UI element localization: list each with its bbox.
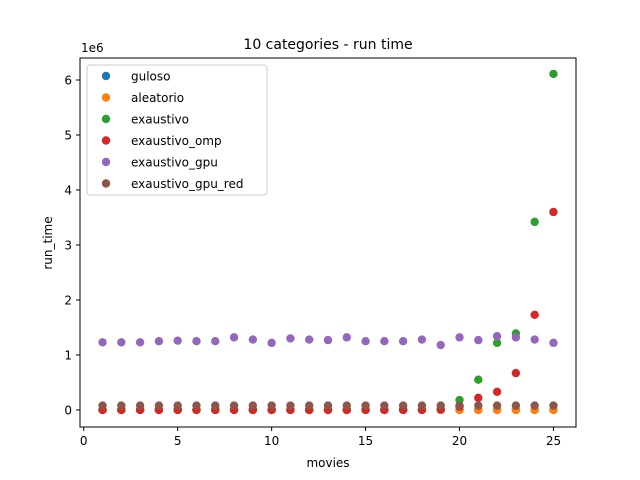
point-exaustivo_gpu-12: [305, 335, 314, 344]
y-offset-label: 1e6: [81, 41, 104, 55]
point-exaustivo_omp-21: [474, 393, 483, 403]
y-axis-label: run_time: [41, 216, 55, 269]
y-tick-label: 4: [64, 183, 72, 197]
y-tick-label: 1: [64, 348, 72, 362]
y-tick-label: 3: [64, 238, 72, 252]
y-tick-label: 5: [64, 128, 72, 142]
point-exaustivo_omp-23: [511, 368, 521, 378]
point-exaustivo_gpu-21: [474, 335, 483, 345]
legend-label-exaustivo_gpu_red: exaustivo_gpu_red: [131, 177, 243, 191]
point-exaustivo_gpu_red-21: [474, 401, 483, 410]
point-exaustivo_gpu-15: [361, 337, 370, 346]
point-exaustivo-24: [530, 217, 539, 227]
point-exaustivo-25: [549, 69, 558, 79]
point-exaustivo_omp-25: [549, 207, 558, 217]
legend-label-guloso: guloso: [131, 70, 171, 84]
point-exaustivo_gpu_red-25: [549, 401, 558, 410]
point-exaustivo_gpu-24: [530, 335, 539, 344]
point-exaustivo-22: [492, 338, 502, 348]
point-exaustivo_gpu_red-1: [98, 401, 107, 410]
point-exaustivo_gpu_red-5: [173, 401, 182, 410]
y-tick-label: 0: [64, 403, 72, 417]
point-exaustivo_gpu_red-7: [211, 401, 220, 410]
point-exaustivo_gpu_red-22: [492, 401, 502, 410]
point-exaustivo_gpu-4: [154, 337, 164, 346]
point-exaustivo_gpu-25: [549, 338, 558, 348]
point-exaustivo_gpu_red-13: [323, 401, 333, 410]
x-tick-label: 0: [80, 434, 88, 448]
point-exaustivo_gpu-14: [342, 333, 351, 342]
legend-marker-exaustivo_gpu_red: [101, 179, 111, 188]
x-tick-label: 20: [452, 434, 467, 448]
point-exaustivo_gpu_red-4: [154, 401, 164, 410]
legend-label-exaustivo_gpu: exaustivo_gpu: [131, 156, 218, 170]
point-exaustivo_gpu-23: [511, 333, 521, 342]
point-exaustivo_gpu_red-3: [135, 401, 145, 410]
point-exaustivo_gpu-2: [117, 338, 126, 347]
point-exaustivo_omp-22: [492, 387, 502, 396]
x-axis: 0 5 10 15 20 25: [80, 427, 561, 448]
x-tick-label: 25: [546, 434, 561, 448]
point-exaustivo_omp-24: [530, 310, 539, 320]
y-tick-label: 2: [64, 293, 72, 307]
point-exaustivo_gpu-17: [398, 337, 408, 346]
legend-marker-exaustivo_omp: [101, 136, 111, 145]
point-exaustivo_gpu_red-16: [380, 401, 389, 410]
point-exaustivo_gpu_red-11: [286, 401, 295, 410]
chart-title: 10 categories - run time: [243, 37, 412, 53]
point-exaustivo_gpu_red-15: [361, 401, 370, 410]
legend-frame: [86, 64, 268, 196]
point-exaustivo-21: [474, 375, 483, 384]
legend-label-exaustivo: exaustivo: [131, 113, 189, 127]
point-exaustivo_gpu-13: [323, 335, 333, 345]
legend-label-exaustivo_omp: exaustivo_omp: [131, 134, 222, 148]
point-exaustivo_gpu_red-9: [248, 401, 258, 410]
point-exaustivo_gpu_red-20: [455, 401, 464, 410]
point-exaustivo_gpu-19: [436, 340, 445, 350]
point-exaustivo_gpu-10: [267, 338, 276, 348]
point-exaustivo_gpu_red-18: [417, 401, 427, 410]
point-exaustivo_gpu-11: [286, 334, 295, 343]
legend-marker-guloso: [101, 71, 111, 81]
legend: guloso aleatorio exaustivo exaustivo_ompexa…: [86, 64, 268, 196]
legend-marker-exaustivo: [101, 114, 111, 124]
point-exaustivo_gpu-18: [417, 335, 427, 344]
point-exaustivo_gpu_red-6: [192, 401, 201, 410]
point-exaustivo_gpu_red-8: [229, 401, 239, 410]
point-exaustivo_gpu-1: [98, 338, 107, 347]
point-exaustivo_gpu_red-10: [267, 401, 276, 410]
point-exaustivo_gpu-16: [380, 337, 389, 346]
point-exaustivo_gpu_red-24: [530, 401, 539, 410]
point-exaustivo_gpu-6: [192, 337, 201, 346]
point-exaustivo_gpu-5: [173, 336, 182, 345]
point-exaustivo_gpu-22: [492, 332, 502, 341]
point-exaustivo_gpu-8: [229, 333, 239, 342]
point-exaustivo_gpu-7: [211, 337, 220, 346]
x-tick-label: 10: [264, 434, 279, 448]
point-exaustivo_gpu_red-12: [305, 401, 314, 410]
data-points: [98, 69, 558, 415]
point-exaustivo_gpu_red-23: [511, 401, 521, 410]
legend-marker-exaustivo_gpu: [101, 157, 111, 167]
point-exaustivo_gpu-20: [455, 333, 464, 342]
plot-frame: [79, 57, 577, 428]
point-exaustivo_gpu_red-14: [342, 401, 351, 410]
point-exaustivo_gpu_red-19: [436, 401, 445, 410]
x-tick-label: 15: [358, 434, 373, 448]
point-exaustivo_gpu_red-2: [117, 401, 126, 410]
point-exaustivo_gpu_red-17: [398, 401, 408, 410]
x-tick-label: 5: [174, 434, 182, 448]
y-axis: 0 1 2 3 4 5 6: [64, 73, 80, 417]
legend-label-aleatorio: aleatorio: [131, 91, 184, 105]
y-tick-label: 6: [64, 73, 72, 87]
legend-marker-aleatorio: [101, 93, 111, 102]
point-exaustivo_gpu-9: [248, 335, 258, 344]
point-exaustivo_gpu-3: [135, 338, 145, 347]
x-axis-label: movies: [306, 456, 349, 470]
